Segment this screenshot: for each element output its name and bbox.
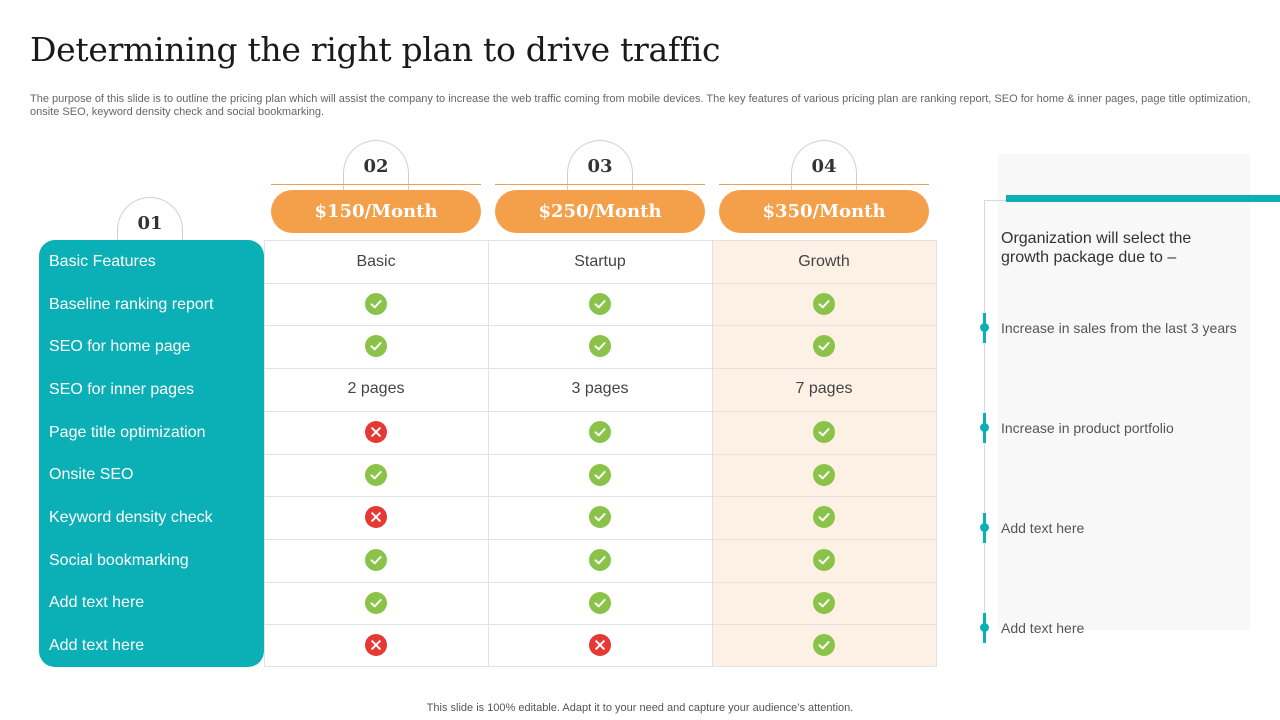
side-connector (984, 200, 1006, 201)
side-reason: Add text here (1001, 520, 1085, 536)
cross-icon (365, 421, 387, 443)
plan-number-badge: 04 (791, 140, 857, 192)
check-icon (589, 549, 611, 571)
check-icon (813, 335, 835, 357)
slide-footer: This slide is 100% editable. Adapt it to… (426, 702, 854, 714)
row-divider (264, 539, 937, 540)
plan-name-startup: Startup (574, 253, 626, 270)
feature-label: Add text here (49, 594, 145, 611)
row-divider (264, 325, 937, 326)
row-divider (264, 454, 937, 455)
check-icon (813, 464, 835, 486)
cross-icon (589, 634, 611, 656)
row-divider (264, 368, 937, 369)
feature-label: Social bookmarking (49, 552, 189, 569)
plan-number-badge: 03 (567, 140, 633, 192)
check-icon (365, 464, 387, 486)
feature-label: SEO for inner pages (49, 381, 194, 398)
comparison-table (264, 240, 937, 667)
timeline-dot (980, 323, 989, 332)
feature-label: SEO for home page (49, 338, 191, 355)
check-icon (813, 592, 835, 614)
plan-divider (495, 184, 705, 185)
check-icon (813, 549, 835, 571)
check-icon (589, 293, 611, 315)
column-divider (488, 240, 489, 667)
cross-icon (365, 634, 387, 656)
side-accent-bar (1006, 195, 1280, 202)
row-divider (264, 582, 937, 583)
feature-label: Onsite SEO (49, 466, 134, 483)
side-reason: Add text here (1001, 620, 1085, 636)
slide-title: Determining the right plan to drive traf… (30, 30, 721, 69)
side-heading: Organization will select the growth pack… (1001, 230, 1192, 266)
side-panel (998, 154, 1250, 630)
check-icon (813, 634, 835, 656)
timeline-dot (980, 423, 989, 432)
cross-icon (365, 506, 387, 528)
check-icon (365, 293, 387, 315)
slide-subtitle: The purpose of this slide is to outline … (30, 93, 1251, 118)
side-reason: Increase in product portfolio (1001, 420, 1174, 436)
check-icon (589, 592, 611, 614)
timeline-dot (980, 623, 989, 632)
feature-label: Baseline ranking report (49, 296, 214, 313)
plan-name-basic: Basic (356, 253, 396, 270)
plan-name-growth: Growth (798, 253, 850, 270)
feature-label-header: Basic Features (49, 253, 156, 270)
check-icon (589, 421, 611, 443)
check-icon (813, 506, 835, 528)
check-icon (365, 549, 387, 571)
row-divider (264, 624, 937, 625)
row-divider (264, 283, 937, 284)
plan-cell-value: 2 pages (347, 380, 405, 397)
check-icon (365, 335, 387, 357)
check-icon (589, 464, 611, 486)
row-divider (264, 411, 937, 412)
check-icon (589, 335, 611, 357)
check-icon (813, 421, 835, 443)
plan-divider (719, 184, 929, 185)
check-icon (813, 293, 835, 315)
plan-cell-value: 7 pages (795, 380, 853, 397)
column-divider (712, 240, 713, 667)
check-icon (365, 592, 387, 614)
feature-label: Add text here (49, 637, 145, 654)
feature-label: Keyword density check (49, 509, 213, 526)
side-reason: Increase in sales from the last 3 years (1001, 320, 1237, 336)
feature-label: Page title optimization (49, 424, 206, 441)
plan-price-startup: $250/Month (495, 190, 705, 233)
plan-divider (271, 184, 481, 185)
plan-cell-value: 3 pages (571, 380, 629, 397)
plan-price-growth: $350/Month (719, 190, 929, 233)
features-panel: Basic Features Baseline ranking report S… (39, 240, 264, 667)
row-divider (264, 496, 937, 497)
timeline-dot (980, 523, 989, 532)
plan-price-basic: $150/Month (271, 190, 481, 233)
plan-number-badge: 02 (343, 140, 409, 192)
check-icon (589, 506, 611, 528)
